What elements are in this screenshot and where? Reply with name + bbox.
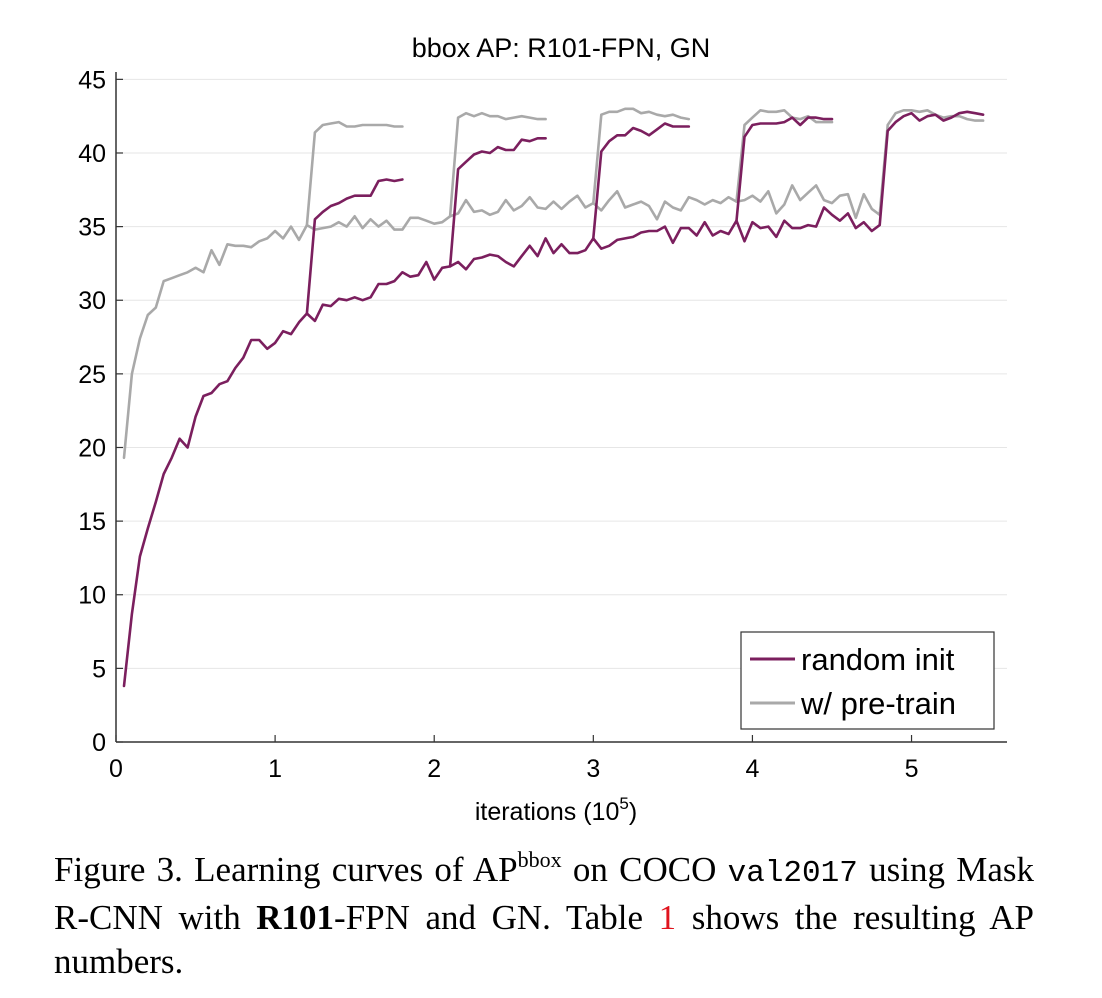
- y-tick-label-25: 25: [78, 361, 106, 389]
- x-tick-label-5: 5: [905, 755, 919, 783]
- series-line-random-init-1: [305, 178, 404, 315]
- y-tick-label-10: 10: [78, 582, 106, 610]
- y-tick-label-5: 5: [92, 655, 106, 683]
- legend-box: [740, 631, 995, 730]
- caption-suffix: shows the resulting AP numbers.: [54, 898, 1034, 981]
- y-ticks: 0 5 10 15 20 25 30 35 40 45: [78, 66, 123, 757]
- series-line-w-pre-train-2: [448, 111, 547, 218]
- x-tick-label-2: 2: [427, 755, 441, 783]
- x-tick-label-0: 0: [109, 755, 123, 783]
- caption-mid3: -FPN and GN. Table: [334, 898, 659, 937]
- x-axis-label: iterations (105): [475, 794, 637, 826]
- x-tick-label-4: 4: [745, 755, 759, 783]
- y-tick-label-0: 0: [92, 729, 106, 757]
- chart-title: bbox AP: R101-FPN, GN: [412, 33, 711, 63]
- caption-prefix: Figure 3. Learning curves of AP: [54, 850, 518, 889]
- y-tick-label-40: 40: [78, 140, 106, 168]
- caption-mid2: using Mask R-CNN with: [54, 850, 1034, 937]
- y-tick-label-20: 20: [78, 434, 106, 462]
- caption-table-ref[interactable]: 1: [658, 898, 677, 937]
- legend-label-pretrain: w/ pre-train: [800, 686, 956, 721]
- y-tick-label-45: 45: [78, 66, 106, 94]
- caption-mid1: on COCO: [561, 850, 728, 889]
- series-line-w-pre-train-1: [305, 120, 404, 227]
- series-line-random-init-3: [592, 122, 691, 240]
- figure-caption: Figure 3. Learning curves of APbbox on C…: [54, 848, 1034, 984]
- legend: random init w/ pre-train: [740, 631, 995, 730]
- x-tick-label-1: 1: [268, 755, 282, 783]
- y-tick-label-30: 30: [78, 287, 106, 315]
- x-tick-label-3: 3: [586, 755, 600, 783]
- series-line-random-init-4: [735, 116, 834, 222]
- caption-sup: bbox: [517, 847, 562, 872]
- caption-bold: R101: [256, 898, 335, 937]
- x-ticks: 0 1 2 3 4 5: [109, 735, 918, 783]
- series-layer: [122, 107, 985, 688]
- gridlines: [116, 78, 1007, 669]
- series-line-w-pre-train-4: [735, 109, 834, 203]
- caption-code: val2017: [727, 856, 858, 891]
- series-line-w-pre-train-3: [592, 107, 691, 205]
- series-line-w-pre-train-0: [122, 109, 985, 460]
- y-tick-label-15: 15: [78, 508, 106, 536]
- series-line-random-init-2: [448, 137, 547, 268]
- series-line-random-init-0: [122, 110, 985, 688]
- legend-label-random-init: random init: [801, 642, 955, 677]
- y-tick-label-35: 35: [78, 214, 106, 242]
